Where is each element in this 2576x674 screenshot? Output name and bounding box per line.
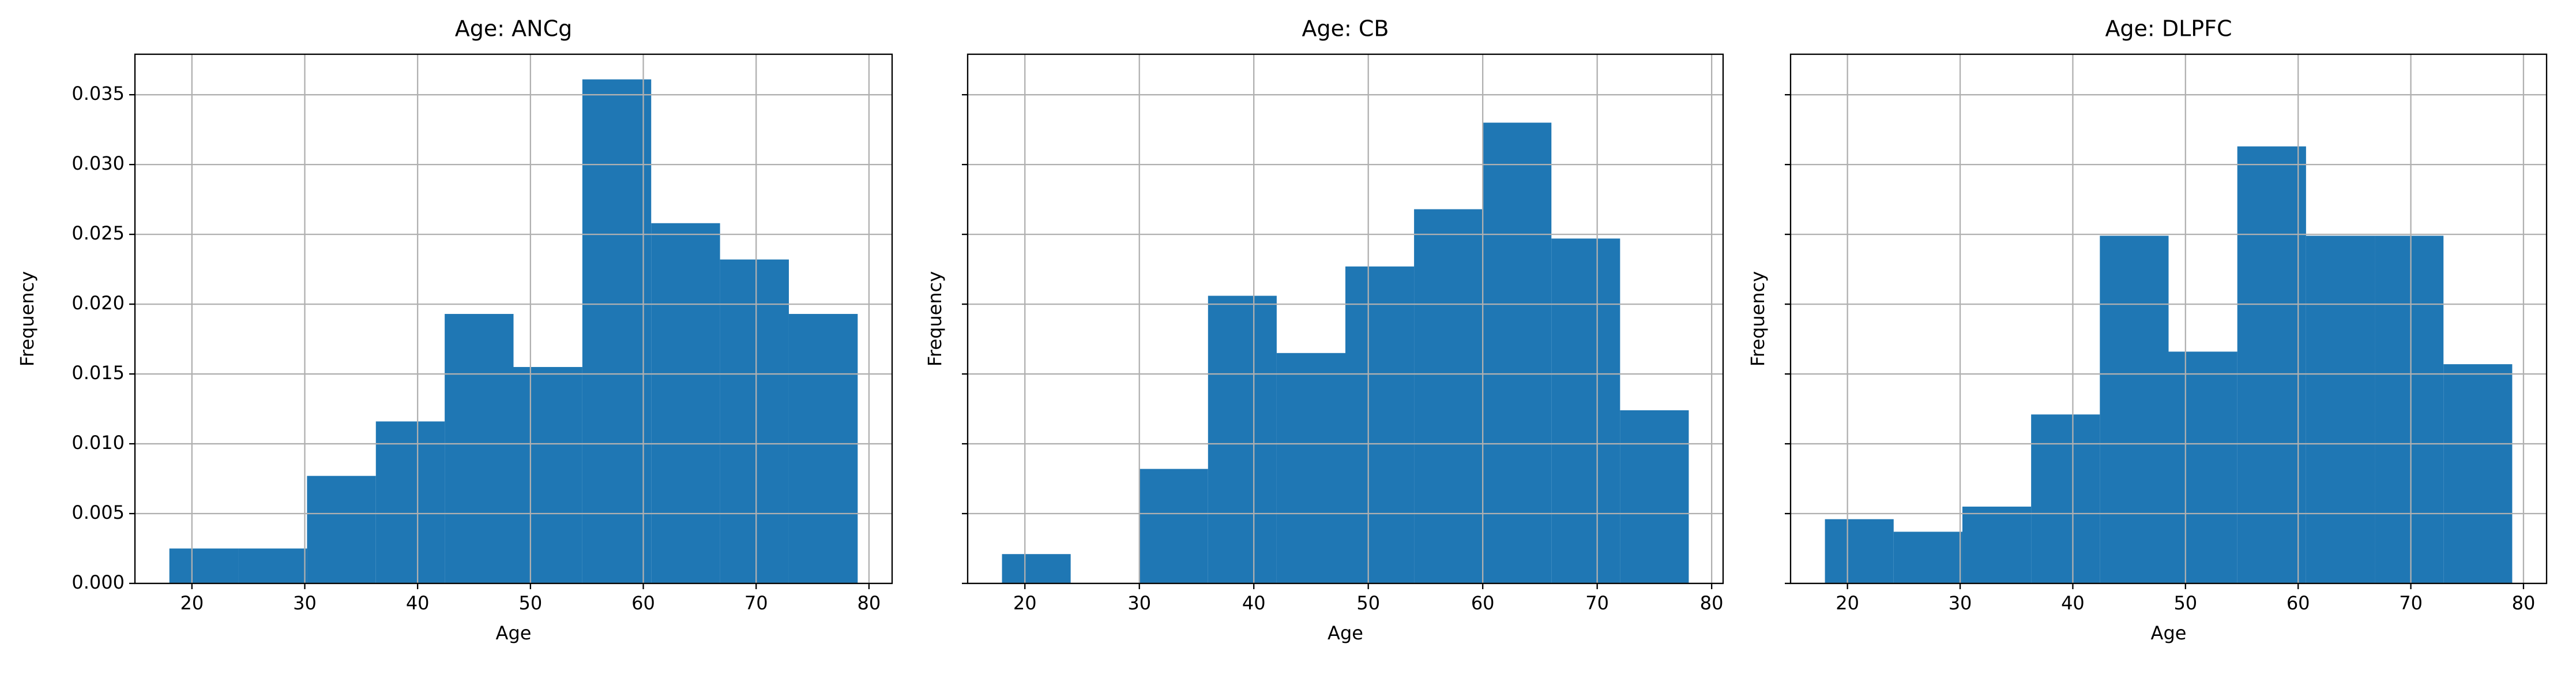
bar — [1893, 531, 1962, 583]
bar — [2237, 146, 2306, 583]
bar — [2306, 235, 2375, 583]
x-tick-label: 20 — [1836, 592, 1859, 614]
axes-frame — [134, 53, 893, 585]
x-axis-label: Age — [1328, 622, 1363, 644]
axes-frame — [1789, 53, 2548, 585]
x-tick-label: 40 — [406, 592, 430, 614]
x-tick-label: 40 — [2061, 592, 2085, 614]
y-tick-label: 0.035 — [72, 83, 125, 104]
bar — [1483, 122, 1552, 583]
y-tick-label: 0.005 — [72, 501, 125, 523]
bar — [2031, 414, 2100, 583]
x-tick-label: 70 — [1585, 592, 1609, 614]
y-tick-label: 0.010 — [72, 432, 125, 454]
y-tick-label: 0.030 — [72, 152, 125, 174]
bar — [2443, 364, 2513, 583]
y-tick-label: 0.015 — [72, 362, 125, 384]
bar — [1139, 469, 1208, 583]
bar — [238, 548, 307, 583]
x-tick-label: 60 — [2287, 592, 2310, 614]
x-tick-label: 70 — [744, 592, 768, 614]
chart-title: Age: CB — [1302, 16, 1389, 42]
bar — [1276, 353, 1345, 583]
x-tick-label: 30 — [1949, 592, 1972, 614]
bar — [582, 79, 652, 583]
bar — [375, 421, 445, 583]
bar — [1551, 238, 1620, 583]
bar — [169, 548, 239, 583]
bar — [2100, 235, 2169, 583]
x-axis-label: Age — [2151, 622, 2187, 644]
bar — [513, 366, 582, 583]
x-tick-label: 20 — [180, 592, 204, 614]
x-tick-label: 20 — [1013, 592, 1037, 614]
y-tick-label: 0.020 — [72, 292, 125, 314]
chart-title: Age: ANCg — [455, 16, 572, 42]
x-tick-label: 80 — [858, 592, 881, 614]
y-tick-label: 0.000 — [72, 571, 125, 593]
y-axis-label: Frequency — [16, 271, 38, 366]
bar — [307, 475, 376, 583]
bar — [1620, 410, 1689, 583]
bar — [788, 314, 858, 583]
bar — [1345, 266, 1415, 583]
bar — [1962, 506, 2032, 583]
chart-title: Age: DLPFC — [2105, 16, 2232, 42]
bar — [1414, 209, 1483, 584]
y-tick-label: 0.025 — [72, 222, 125, 244]
x-tick-label: 60 — [1471, 592, 1495, 614]
y-axis-label: Frequency — [1747, 271, 1769, 366]
bar — [1825, 519, 1894, 583]
x-tick-label: 50 — [2173, 592, 2197, 614]
x-tick-label: 40 — [1242, 592, 1266, 614]
bar — [2168, 351, 2237, 583]
x-tick-label: 30 — [293, 592, 317, 614]
bar — [720, 259, 789, 584]
x-tick-label: 50 — [1356, 592, 1380, 614]
x-tick-label: 30 — [1127, 592, 1151, 614]
x-tick-label: 60 — [631, 592, 655, 614]
bar — [1208, 295, 1277, 583]
bar — [2375, 235, 2444, 583]
x-tick-label: 50 — [518, 592, 542, 614]
x-tick-label: 80 — [2512, 592, 2536, 614]
bar — [1002, 554, 1071, 583]
x-axis-label: Age — [496, 622, 532, 644]
axes-frame — [967, 53, 1724, 585]
y-axis-label: Frequency — [924, 271, 946, 366]
bar — [651, 223, 720, 583]
bar — [445, 314, 514, 583]
x-tick-label: 80 — [1700, 592, 1724, 614]
x-tick-label: 70 — [2399, 592, 2423, 614]
